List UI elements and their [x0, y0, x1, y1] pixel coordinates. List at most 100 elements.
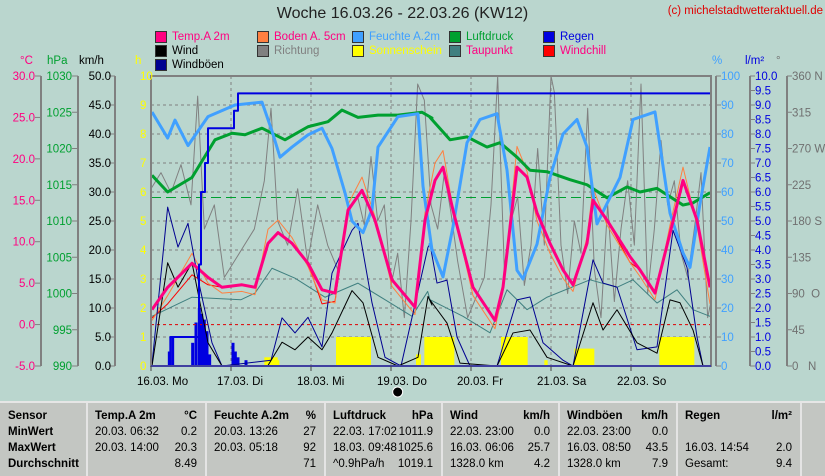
- axis-tick-label-wind: 35.0: [89, 158, 111, 170]
- rain-rate-bar: [171, 337, 175, 366]
- axis-tick-label-direction: 135: [792, 252, 811, 264]
- axis-tick-label-humidity: 40: [721, 245, 734, 257]
- stat-min-time: 20.03. 13:26: [214, 426, 278, 438]
- legend-swatch: [155, 31, 167, 43]
- rain-rate-bar: [231, 342, 235, 366]
- stat-max-value: 43.5: [645, 442, 668, 454]
- axis-tick-label-rain: 0.5: [755, 347, 771, 359]
- axis-tick-label-wind: 10.0: [89, 303, 111, 315]
- legend-label: Sonnenschein: [369, 45, 442, 57]
- x-tick-label: 21.03. Sa: [537, 376, 587, 388]
- axis-tick-label-rain: 0.0: [755, 361, 771, 373]
- axis-tick-label-pressure: 1005: [46, 252, 72, 264]
- sunshine-bar: [424, 337, 455, 366]
- stat-max-value: 1025.6: [397, 442, 433, 454]
- axis-unit-pressure: hPa: [47, 55, 68, 67]
- stat-max-time: 20.03. 05:18: [214, 442, 278, 454]
- stat-average-value: 4.2: [534, 458, 550, 470]
- stat-max-value: 92: [303, 442, 316, 454]
- stat-max-time: 20.03. 14:00: [95, 442, 159, 454]
- axis-tick-label-temp: 25.0: [13, 112, 35, 124]
- axis-tick-label-pressure: 1030: [46, 71, 72, 83]
- axis-tick-label-pressure: 1025: [46, 107, 72, 119]
- row-label-min: MinWert: [8, 426, 54, 438]
- series-richtung: [150, 75, 712, 319]
- axis-tick-label-wind: 30.0: [89, 187, 111, 199]
- stat-average-value: 1019.1: [397, 458, 433, 470]
- legend-swatch: [449, 45, 461, 57]
- axis-tick-label-wind: 20.0: [89, 245, 111, 257]
- x-tick-label: 22.03. So: [617, 376, 666, 388]
- stat-sensor-name: Regen: [685, 410, 721, 422]
- stat-max-time: 16.03. 08:50: [567, 442, 631, 454]
- axis-tick-label-rain: 6.0: [755, 187, 771, 199]
- legend-label: Windböen: [172, 59, 224, 71]
- axis-tick-label-sun: 4: [140, 245, 147, 257]
- axis-tick-label-rain: 8.0: [755, 129, 771, 141]
- stat-average-label: Gesamt:: [685, 458, 729, 470]
- axis-tick-label-humidity: 0: [721, 361, 727, 373]
- stat-min-time: 20.03. 06:32: [95, 426, 159, 438]
- row-label-average: Durchschnitt: [8, 458, 79, 470]
- axis-tick-label-temp: 10.0: [13, 237, 35, 249]
- axis-tick-label-pressure: 1020: [46, 144, 72, 156]
- legend-swatch: [155, 59, 167, 71]
- legend-label: Regen: [560, 31, 594, 43]
- stat-min-time: 22.03. 23:00: [450, 426, 514, 438]
- stat-average-value: 8.49: [174, 458, 197, 470]
- axis-tick-label-direction: 360 N: [792, 71, 823, 83]
- stat-min-value: 0.2: [181, 426, 197, 438]
- axis-tick-label-humidity: 10: [721, 332, 734, 344]
- copyright-link[interactable]: (c) michelstadtwetteraktuell.de: [667, 5, 823, 17]
- legend-label: Temp.A 2m: [172, 31, 230, 43]
- axis-tick-label-sun: 3: [140, 274, 146, 286]
- new-moon-icon: [392, 386, 404, 398]
- axis-tick-label-direction: 90 O: [792, 289, 820, 301]
- axis-tick-label-sun: 10: [140, 71, 153, 83]
- legend-swatch: [155, 45, 167, 57]
- stats-row-labels: Sensor MinWert MaxWert Durchschnitt: [0, 403, 86, 476]
- stat-average-value: 9.4: [776, 458, 792, 470]
- rain-rate-bar: [233, 351, 237, 366]
- series-boden-a-5cm: [151, 145, 711, 330]
- stat-max-value: 20.3: [174, 442, 197, 454]
- axis-tick-label-rain: 2.5: [755, 289, 771, 301]
- axis-tick-label-humidity: 50: [721, 216, 734, 228]
- weather-chart: 16.03. Mo 17.03. Di 18.03. Mi 19.03. Do 20.0…: [13, 55, 825, 398]
- axis-tick-label-rain: 7.5: [755, 144, 771, 156]
- axis-tick-label-humidity: 20: [721, 303, 734, 315]
- stat-average-label: 1328.0 km: [450, 458, 504, 470]
- stat-min-value: 0.0: [534, 426, 550, 438]
- axis-tick-label-wind: 15.0: [89, 274, 111, 286]
- legend-swatch: [543, 31, 555, 43]
- axis-tick-label-direction: 45: [792, 325, 805, 337]
- x-tick-label: 17.03. Di: [217, 376, 263, 388]
- legend-label: Windchill: [560, 45, 607, 57]
- series-taupunkt: [151, 267, 711, 334]
- rain-rate-bar: [191, 342, 195, 366]
- axis-tick-label-pressure: 990: [53, 361, 72, 373]
- legend-item-regen: Regen: [543, 30, 594, 44]
- legend-swatch: [543, 45, 555, 57]
- axis-tick-label-humidity: 60: [721, 187, 734, 199]
- axis-unit-rain: l/m²: [745, 55, 764, 67]
- axis-tick-label-rain: 9.0: [755, 100, 771, 112]
- stats-column-luftdruck: Luftdruck hPa 22.03. 17:02 1011.9 18.03. 09:…: [324, 403, 441, 476]
- axis-tick-label-rain: 2.0: [755, 303, 771, 315]
- sunshine-bar: [276, 360, 280, 366]
- rain-rate-bar: [208, 354, 212, 366]
- rain-rate-bar: [205, 331, 209, 366]
- axis-tick-label-humidity: 100: [721, 71, 740, 83]
- stat-unit: %: [305, 410, 316, 422]
- axis-tick-label-sun: 1: [140, 332, 146, 344]
- axis-tick-label-temp: 15.0: [13, 195, 35, 207]
- axis-tick-label-humidity: 80: [721, 129, 734, 141]
- axis-tick-label-sun: 6: [140, 187, 146, 199]
- axis-tick-label-rain: 10.0: [755, 71, 777, 83]
- stat-unit: km/h: [523, 410, 550, 422]
- stat-unit: l/m²: [771, 410, 792, 422]
- x-tick-label: 18.03. Mi: [297, 376, 344, 388]
- legend-item-boden-a-5cm: Boden A. 5cm: [257, 30, 346, 44]
- series-feuchte-a-2m: [150, 100, 712, 281]
- legend-item-windböen: Windböen: [155, 58, 224, 72]
